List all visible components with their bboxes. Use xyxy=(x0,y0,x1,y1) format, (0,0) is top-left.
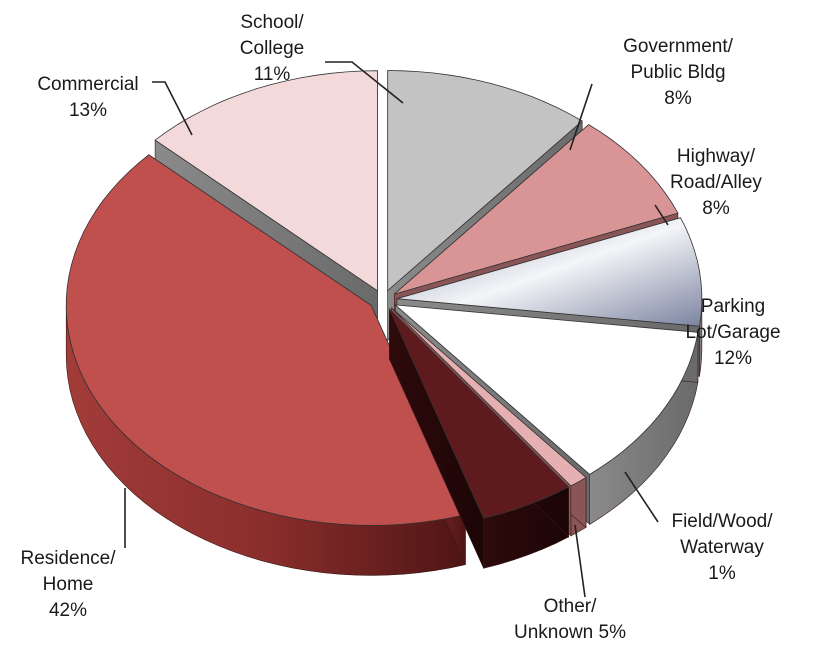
slice-label-line: Highway/ xyxy=(677,146,756,167)
slice-label: Field/Wood/Waterway 1% xyxy=(671,511,773,584)
slice-label-line: 1% xyxy=(708,563,736,584)
slice-label: Government/Public Bldg 8% xyxy=(623,36,734,109)
slice-label-line: Home xyxy=(43,574,94,595)
slice-label: Other/Unknown 5% xyxy=(514,596,626,643)
leader-line xyxy=(325,61,404,104)
slice-label-line: 13% xyxy=(69,100,107,121)
slice-label-line: Lot/Garage xyxy=(685,322,780,343)
slice-label-line: 11% xyxy=(254,64,291,85)
slice-label-line: 42% xyxy=(49,600,87,621)
slice-label: Residence/Home 42% xyxy=(20,548,116,621)
leader-line xyxy=(152,81,193,136)
slice-label-line: Unknown 5% xyxy=(514,622,626,643)
slice-label-line: School/ xyxy=(240,12,304,33)
slice-label-line: College xyxy=(240,38,304,59)
leader-line xyxy=(569,83,593,151)
slice-label-line: Public Bldg xyxy=(630,62,725,83)
leader-line xyxy=(624,471,659,523)
slice-label-line: Residence/ xyxy=(20,548,116,569)
slice-label-line: Commercial xyxy=(37,74,138,95)
leader-line xyxy=(654,204,669,226)
leader-line xyxy=(574,524,586,598)
slice-label-line: 12% xyxy=(714,348,752,369)
slice-label-line: 8% xyxy=(664,88,692,109)
slice-label-line: Parking xyxy=(701,296,765,317)
slice-label-line: 8% xyxy=(702,198,730,219)
slice-label: School/College 11% xyxy=(240,12,305,85)
slice-label-line: Waterway xyxy=(680,537,764,558)
slice-label: Commercial 13% xyxy=(37,74,138,121)
slice-label-line: Other/ xyxy=(544,596,598,617)
slice-label-line: Field/Wood/ xyxy=(671,511,773,532)
pie-slice xyxy=(389,308,570,569)
slice-label-line: Government/ xyxy=(623,36,734,57)
slice-label-line: Road/Alley xyxy=(670,172,762,193)
slice-label: Parking Lot/Garage 12% xyxy=(685,296,780,369)
slice-label: Highway/Road/Alley 8% xyxy=(670,146,762,219)
